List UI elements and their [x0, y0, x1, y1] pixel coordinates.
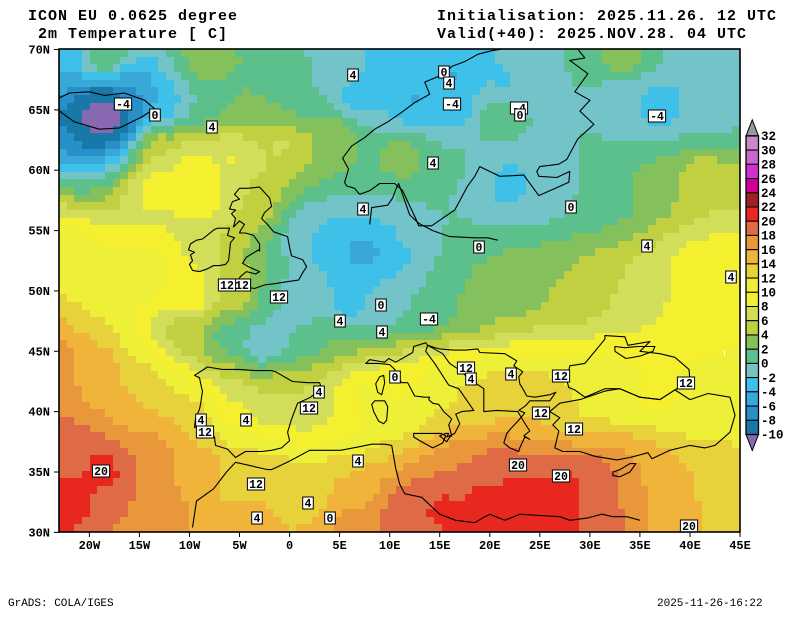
svg-text:15E: 15E	[429, 539, 451, 553]
svg-text:0: 0	[378, 300, 385, 313]
svg-text:60N: 60N	[28, 164, 50, 178]
svg-text:30N: 30N	[28, 526, 50, 540]
svg-text:65N: 65N	[28, 104, 50, 118]
svg-text:10W: 10W	[179, 539, 201, 553]
svg-text:0: 0	[568, 202, 575, 215]
svg-text:4: 4	[305, 498, 312, 511]
svg-text:15W: 15W	[129, 539, 151, 553]
svg-text:30: 30	[761, 144, 776, 158]
svg-text:12: 12	[302, 403, 316, 416]
svg-text:-4: -4	[422, 314, 436, 327]
svg-text:4: 4	[355, 456, 362, 469]
svg-text:4: 4	[350, 70, 357, 83]
svg-text:6: 6	[761, 315, 769, 329]
svg-text:12: 12	[235, 280, 249, 293]
svg-text:12: 12	[761, 272, 776, 286]
svg-text:4: 4	[430, 158, 437, 171]
svg-text:-4: -4	[761, 386, 777, 400]
svg-text:-4: -4	[116, 99, 130, 112]
svg-text:18: 18	[761, 230, 776, 244]
svg-text:5W: 5W	[232, 539, 247, 553]
svg-text:12: 12	[272, 292, 286, 305]
svg-text:12: 12	[554, 371, 568, 384]
svg-text:30E: 30E	[579, 539, 601, 553]
svg-text:12: 12	[567, 424, 581, 437]
svg-text:55N: 55N	[28, 225, 50, 239]
svg-text:-6: -6	[761, 400, 776, 414]
svg-text:-4: -4	[445, 99, 459, 112]
svg-text:45E: 45E	[729, 539, 751, 553]
svg-text:40N: 40N	[28, 406, 50, 420]
svg-text:45N: 45N	[28, 345, 50, 359]
svg-text:26: 26	[761, 173, 776, 187]
svg-text:20: 20	[761, 215, 776, 229]
svg-text:4: 4	[316, 387, 323, 400]
svg-text:4: 4	[243, 415, 250, 428]
svg-text:12: 12	[220, 280, 234, 293]
svg-text:2: 2	[761, 343, 769, 357]
svg-text:0: 0	[761, 358, 769, 372]
svg-text:12: 12	[198, 427, 212, 440]
svg-text:8: 8	[761, 301, 769, 315]
svg-text:0: 0	[286, 539, 293, 553]
svg-text:-2: -2	[761, 372, 776, 386]
svg-text:-10: -10	[761, 429, 784, 443]
svg-text:4: 4	[360, 204, 367, 217]
svg-text:4: 4	[761, 329, 769, 343]
svg-text:40E: 40E	[679, 539, 701, 553]
svg-text:20: 20	[511, 460, 525, 473]
svg-text:0: 0	[152, 110, 159, 123]
svg-text:-8: -8	[761, 415, 776, 429]
svg-text:12: 12	[534, 408, 548, 421]
svg-text:12: 12	[679, 378, 693, 391]
svg-text:20W: 20W	[79, 539, 101, 553]
svg-text:12: 12	[249, 479, 263, 492]
svg-text:4: 4	[728, 272, 735, 285]
svg-text:4: 4	[644, 241, 651, 254]
svg-text:16: 16	[761, 244, 776, 258]
svg-text:20: 20	[554, 471, 568, 484]
svg-text:32: 32	[761, 130, 776, 144]
svg-text:22: 22	[761, 201, 776, 215]
svg-text:4: 4	[446, 78, 453, 91]
svg-text:14: 14	[761, 258, 777, 272]
svg-text:0: 0	[327, 513, 334, 526]
svg-text:28: 28	[761, 159, 776, 173]
svg-text:10: 10	[761, 287, 776, 301]
svg-text:24: 24	[761, 187, 777, 201]
svg-text:-4: -4	[650, 111, 664, 124]
svg-text:20E: 20E	[479, 539, 501, 553]
svg-text:25E: 25E	[529, 539, 551, 553]
svg-text:0: 0	[392, 372, 399, 385]
svg-text:70N: 70N	[28, 44, 50, 58]
svg-text:0: 0	[476, 242, 483, 255]
svg-text:50N: 50N	[28, 285, 50, 299]
svg-text:20: 20	[94, 466, 108, 479]
svg-text:10E: 10E	[379, 539, 401, 553]
svg-text:35E: 35E	[629, 539, 651, 553]
svg-text:4: 4	[337, 316, 344, 329]
svg-text:4: 4	[254, 513, 261, 526]
svg-text:4: 4	[379, 327, 386, 340]
svg-text:0: 0	[517, 110, 524, 123]
svg-text:35N: 35N	[28, 466, 50, 480]
svg-text:5E: 5E	[332, 539, 346, 553]
svg-text:4: 4	[468, 374, 475, 387]
svg-text:4: 4	[508, 369, 515, 382]
svg-text:4: 4	[209, 122, 216, 135]
